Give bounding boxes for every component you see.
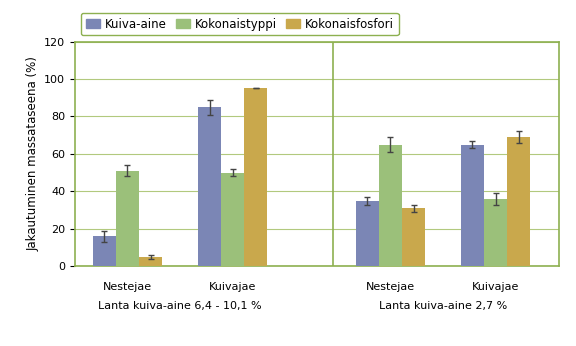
Text: Lanta kuiva-aine 6,4 - 10,1 %: Lanta kuiva-aine 6,4 - 10,1 %: [98, 301, 262, 311]
Bar: [198, 107, 221, 266]
Y-axis label: Jakautuminen massataseena (%): Jakautuminen massataseena (%): [27, 56, 40, 252]
Bar: [356, 201, 379, 266]
Bar: [93, 236, 116, 266]
Bar: [461, 145, 484, 266]
Bar: [402, 208, 425, 266]
Text: Nestejae: Nestejae: [103, 282, 152, 292]
Text: Kuivajae: Kuivajae: [472, 282, 520, 292]
Bar: [379, 145, 402, 266]
Text: Kuivajae: Kuivajae: [209, 282, 256, 292]
Bar: [116, 171, 139, 266]
Bar: [507, 137, 530, 266]
Bar: [221, 173, 244, 266]
Legend: Kuiva-aine, Kokonaistyppi, Kokonaisfosfori: Kuiva-aine, Kokonaistyppi, Kokonaisfosfo…: [81, 13, 399, 35]
Bar: [139, 257, 162, 266]
Text: Lanta kuiva-aine 2,7 %: Lanta kuiva-aine 2,7 %: [379, 301, 507, 311]
Text: Nestejae: Nestejae: [366, 282, 415, 292]
Bar: [484, 199, 507, 266]
Bar: [244, 88, 267, 266]
